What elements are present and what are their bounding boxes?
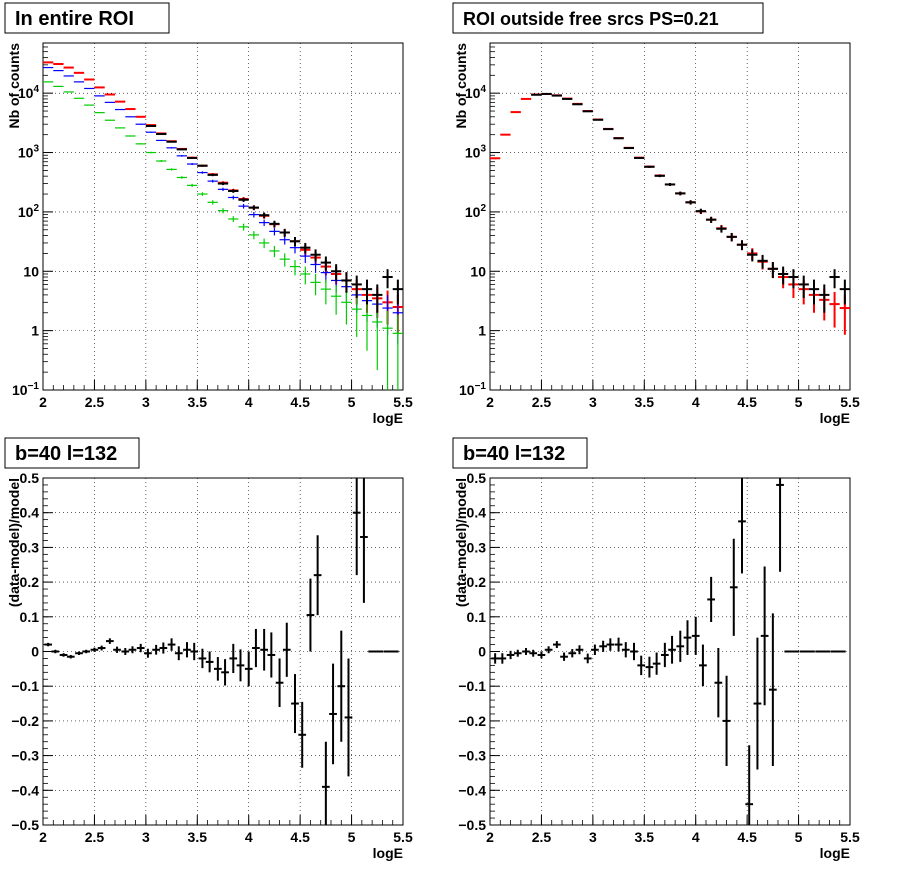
series-1	[44, 478, 399, 825]
y-tick-label: −0.2	[11, 713, 39, 729]
x-tick-label: 4	[245, 829, 253, 845]
x-tick-label: 2	[39, 394, 47, 410]
x-tick-label: 4.5	[737, 394, 757, 410]
x-tick-label: 3	[142, 829, 150, 845]
series-2	[531, 92, 850, 313]
title-box	[4, 2, 170, 34]
x-tick-label: 3	[589, 829, 597, 845]
title-box	[452, 2, 764, 34]
x-tick-label: 3.5	[188, 829, 208, 845]
x-tick-label: 4.5	[290, 829, 310, 845]
x-tick-label: 5.5	[840, 829, 860, 845]
y-axis-label: (data-model)/model	[6, 478, 22, 607]
plot-frame	[42, 42, 404, 391]
y-tick-label: 1	[31, 323, 39, 339]
y-tick-label: 0.2	[20, 574, 40, 590]
x-tick-label: 3.5	[635, 829, 655, 845]
y-tick-label: −0.2	[458, 713, 486, 729]
y-tick-label: 0.1	[20, 609, 40, 625]
x-tick-label: 5	[795, 394, 803, 410]
y-tick-label: 0.3	[20, 539, 40, 555]
y-tick-label: 103	[18, 144, 40, 161]
y-tick-label: −0.3	[458, 748, 486, 764]
series-1	[491, 478, 846, 825]
x-tick-label: 3	[589, 394, 597, 410]
y-tick-label: 102	[465, 203, 487, 220]
y-tick-label: −0.4	[11, 782, 39, 798]
y-tick-label: −0.4	[458, 782, 486, 798]
x-tick-label: 5.5	[393, 394, 413, 410]
plot-frame	[489, 42, 851, 391]
title-box	[4, 437, 140, 469]
x-tick-label: 5	[795, 829, 803, 845]
x-tick-label: 5.5	[840, 394, 860, 410]
plot-title: ROI outside free srcs PS=0.21	[463, 9, 719, 29]
series-4	[145, 124, 403, 313]
y-axis-label: Nb of counts	[453, 43, 469, 129]
y-tick-label: 102	[18, 203, 40, 220]
y-tick-label: 0	[478, 644, 486, 660]
x-tick-label: 5	[348, 829, 356, 845]
x-axis-label: logE	[820, 845, 850, 861]
panel-2: 2 2.5 3 3.5 4 4.5 5 5.5 10−1 1 10 102 103 104 logE Nb o…	[452, 2, 860, 426]
panel-1: 2 2.5 3 3.5 4 4.5 5 5.5 10−1 1 10 102 103 104 logE Nb o…	[4, 2, 413, 426]
y-tick-label: 0.1	[467, 609, 487, 625]
y-tick-label: −0.5	[11, 817, 39, 833]
y-tick-label: 10−1	[459, 381, 486, 398]
x-tick-label: 4.5	[290, 394, 310, 410]
x-tick-label: 4	[245, 394, 253, 410]
y-axis-label: (data-model)/model	[453, 478, 469, 607]
x-axis-label: logE	[373, 410, 403, 426]
plot-title: In entire ROI	[15, 8, 134, 30]
y-tick-label: 103	[465, 144, 487, 161]
x-axis-label: logE	[820, 410, 850, 426]
series-3	[43, 81, 403, 390]
y-tick-label: −0.1	[458, 678, 486, 694]
x-tick-label: 2.5	[85, 829, 105, 845]
y-tick-label: 10	[470, 263, 486, 279]
y-tick-label: 0.3	[467, 539, 487, 555]
plot-title: b=40 l=132	[15, 443, 117, 465]
x-tick-label: 2.5	[85, 394, 105, 410]
panel-4: 2 2.5 3 3.5 4 4.5 5 5.5 −0.5 −0.4 −0.3 −0.2 −0.1 0 0.1…	[452, 437, 860, 861]
y-tick-label: −0.1	[11, 678, 39, 694]
y-tick-label: 0.5	[20, 470, 40, 486]
x-tick-label: 5	[348, 394, 356, 410]
y-tick-label: 10−1	[12, 381, 39, 398]
y-tick-label: −0.5	[458, 817, 486, 833]
x-axis-label: logE	[373, 845, 403, 861]
x-tick-label: 3	[142, 394, 150, 410]
x-tick-label: 5.5	[393, 829, 413, 845]
x-tick-label: 3.5	[635, 394, 655, 410]
y-tick-label: 0.4	[20, 505, 40, 521]
y-tick-label: −0.3	[11, 748, 39, 764]
y-axis-label: Nb of counts	[6, 43, 22, 129]
title-box	[452, 437, 588, 469]
y-tick-label: 10	[23, 263, 39, 279]
x-tick-label: 2.5	[532, 394, 552, 410]
x-tick-label: 2	[486, 829, 494, 845]
y-tick-label: 0.4	[467, 505, 487, 521]
x-tick-label: 4	[692, 394, 700, 410]
x-tick-label: 2	[39, 829, 47, 845]
y-tick-label: 0.2	[467, 574, 487, 590]
x-tick-label: 2	[486, 394, 494, 410]
x-tick-label: 2.5	[532, 829, 552, 845]
panel-3: 2 2.5 3 3.5 4 4.5 5 5.5 −0.5 −0.4 −0.3 −0.2 −0.1 0 0.1…	[4, 437, 413, 861]
y-tick-label: 1	[478, 323, 486, 339]
x-tick-label: 4	[692, 829, 700, 845]
y-tick-label: 104	[18, 84, 40, 101]
x-tick-label: 4.5	[737, 829, 757, 845]
y-tick-label: 0	[31, 644, 39, 660]
plot-title: b=40 l=132	[463, 443, 565, 465]
y-tick-label: 0.5	[467, 470, 487, 486]
y-tick-label: 104	[465, 84, 487, 101]
x-tick-label: 3.5	[188, 394, 208, 410]
